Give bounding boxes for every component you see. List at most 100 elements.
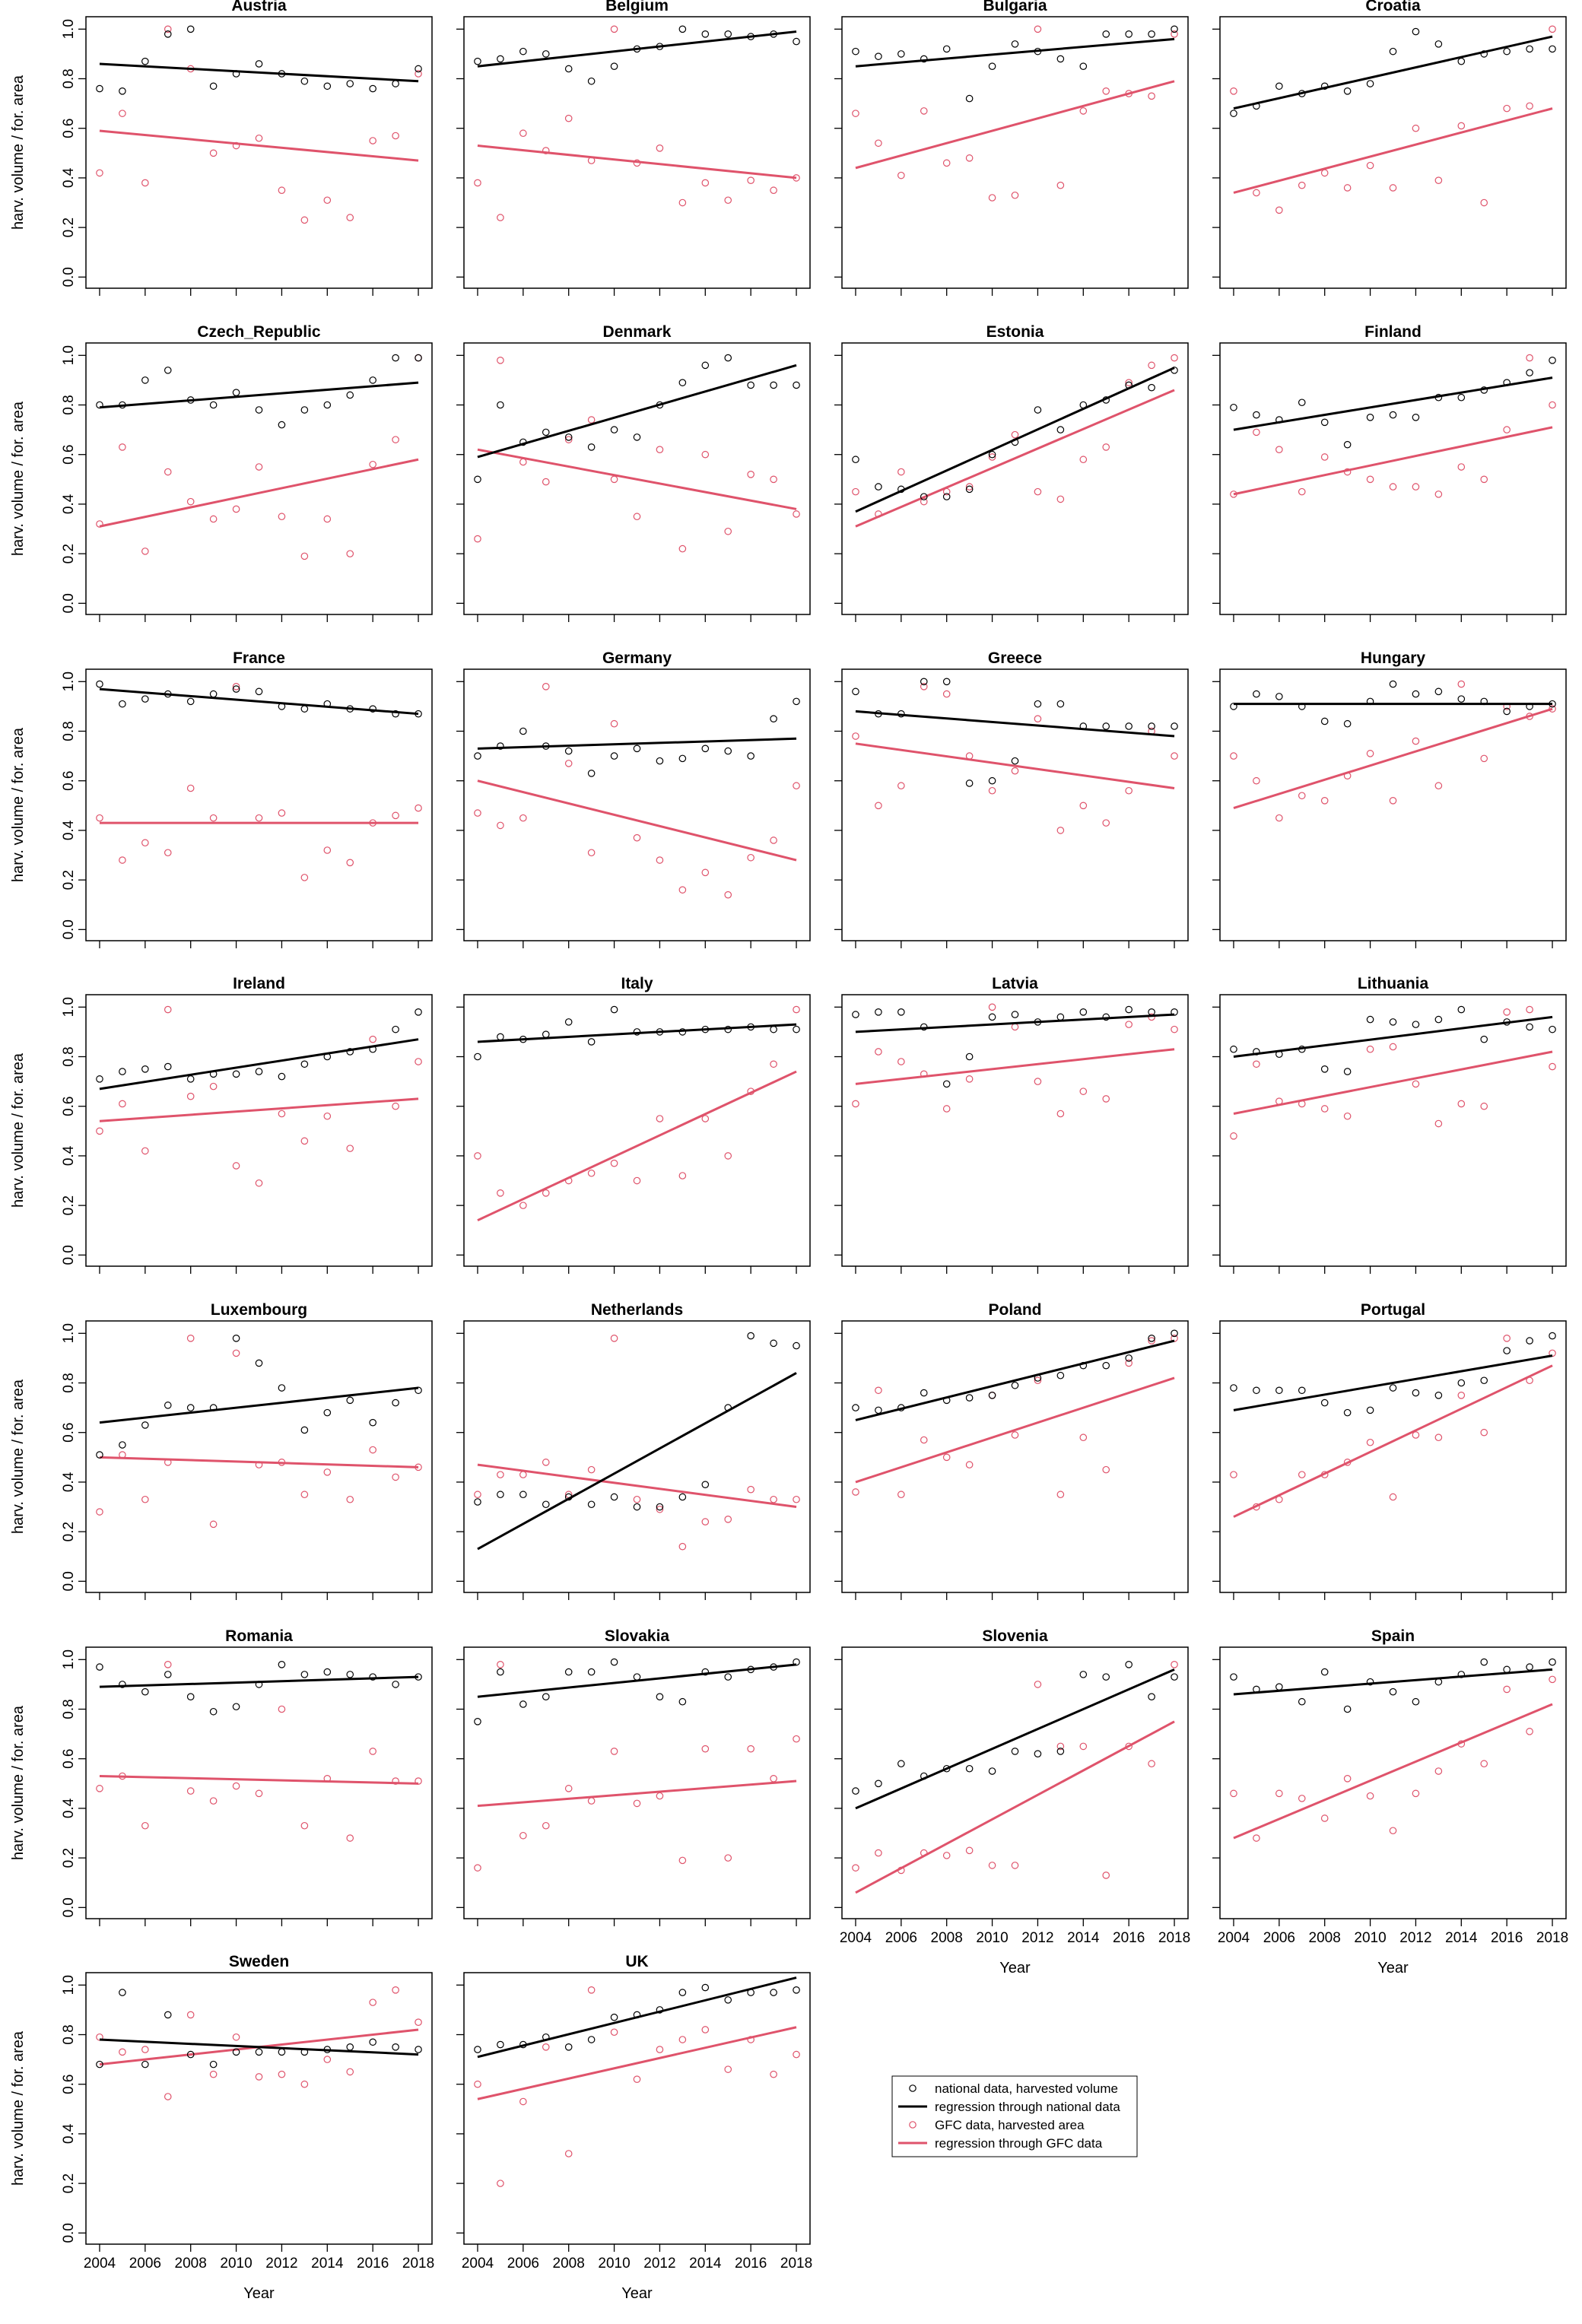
gfc-point — [232, 1162, 240, 1170]
national-point — [988, 1013, 996, 1021]
gfc-point — [793, 1735, 800, 1743]
national-point — [1230, 1384, 1237, 1392]
gfc-point — [278, 1110, 286, 1118]
national-point — [852, 1787, 859, 1795]
gfc-point — [1434, 176, 1443, 184]
gfc-point — [656, 1792, 664, 1800]
gfc-point — [1503, 1685, 1511, 1694]
panel-title: Denmark — [603, 323, 672, 341]
gfc-point — [1434, 782, 1443, 790]
y-tick-label: 0.2 — [61, 2173, 77, 2193]
gfc-point — [474, 1864, 481, 1872]
national-point — [1056, 1013, 1065, 1021]
national-point — [1343, 1408, 1352, 1417]
gfc-point — [875, 1386, 882, 1395]
gfc-point — [942, 1852, 951, 1859]
national-point — [1389, 411, 1397, 419]
national-point — [1389, 1687, 1397, 1696]
national-regression-line — [99, 2038, 419, 2056]
national-point — [542, 1693, 550, 1701]
national-regression-line — [1233, 1668, 1553, 1696]
gfc-point — [1034, 1681, 1042, 1688]
national-point — [587, 77, 596, 85]
gfc-point — [1320, 796, 1329, 805]
national-point — [278, 1661, 286, 1668]
national-point — [875, 1780, 882, 1788]
panel-netherlands: Netherlands — [456, 1301, 811, 1600]
gfc-point — [701, 1115, 710, 1122]
national-point — [1366, 414, 1374, 421]
national-point — [1434, 40, 1443, 48]
y-tick-label: 0.4 — [61, 820, 77, 840]
national-point — [965, 94, 974, 103]
gfc-point — [1412, 483, 1420, 491]
gfc-point — [1434, 1767, 1443, 1775]
x-tick-label: 2004 — [840, 1930, 872, 1946]
plot-frame — [841, 1646, 1189, 1919]
y-tick-label: 0.2 — [61, 870, 77, 890]
y-tick-label: 0.8 — [61, 1699, 77, 1719]
gfc-point — [369, 1748, 376, 1755]
national-point — [278, 2048, 286, 2056]
y-tick-label: 0.0 — [61, 1897, 77, 1917]
national-point — [232, 1070, 240, 1078]
national-point — [701, 361, 710, 370]
national-point — [346, 1671, 354, 1678]
y-axis-title: harv. volume / for. area — [10, 1379, 27, 1534]
gfc-point — [1366, 750, 1374, 757]
national-point — [415, 354, 422, 362]
national-point — [875, 1008, 882, 1016]
gfc-point — [656, 1115, 664, 1122]
national-point — [564, 433, 573, 441]
national-point — [1125, 30, 1132, 38]
national-point — [497, 55, 504, 63]
plot-frame — [841, 342, 1189, 615]
gfc-point — [1102, 819, 1110, 827]
gfc-point — [369, 460, 376, 468]
national-point — [497, 401, 504, 409]
national-point — [633, 1503, 641, 1511]
gfc-point — [392, 811, 399, 820]
gfc-regression-line — [855, 80, 1175, 170]
national-point — [1366, 80, 1374, 87]
national-regression-line — [477, 30, 797, 68]
national-point — [1526, 45, 1533, 53]
national-point — [610, 1005, 618, 1014]
national-point — [232, 685, 240, 693]
gfc-point — [988, 1862, 996, 1869]
national-point — [1320, 717, 1329, 725]
national-point — [1434, 1015, 1443, 1024]
national-point — [542, 50, 550, 58]
y-tick-label: 0.8 — [61, 1373, 77, 1392]
gfc-point — [415, 70, 422, 78]
national-point — [1102, 30, 1110, 38]
national-point — [186, 1693, 195, 1701]
plot-frame — [841, 668, 1189, 941]
national-point — [724, 354, 732, 362]
gfc-point — [1079, 456, 1088, 464]
gfc-point — [701, 1745, 710, 1753]
gfc-regression-line — [99, 458, 419, 528]
y-tick-label: 1.0 — [61, 1649, 77, 1669]
national-point — [1011, 1381, 1019, 1389]
gfc-point — [1480, 198, 1488, 207]
gfc-point — [119, 856, 126, 864]
gfc-point — [186, 1787, 195, 1795]
national-point — [1526, 1663, 1533, 1671]
national-point — [724, 30, 732, 38]
gfc-point — [119, 443, 126, 451]
gfc-point — [1526, 1728, 1533, 1735]
national-point — [793, 1025, 800, 1033]
gfc-point — [255, 2073, 263, 2081]
x-tick-label: 2010 — [1354, 1930, 1386, 1946]
national-point — [1366, 1015, 1374, 1024]
gfc-point — [1230, 752, 1237, 760]
national-point — [701, 1983, 710, 1992]
gfc-point — [793, 510, 800, 518]
gfc-point — [610, 2028, 618, 2037]
national-point — [1011, 757, 1019, 765]
plot-frame — [85, 1972, 433, 2245]
gfc-point — [1389, 796, 1397, 805]
national-point — [852, 687, 859, 696]
gfc-point — [232, 683, 240, 691]
